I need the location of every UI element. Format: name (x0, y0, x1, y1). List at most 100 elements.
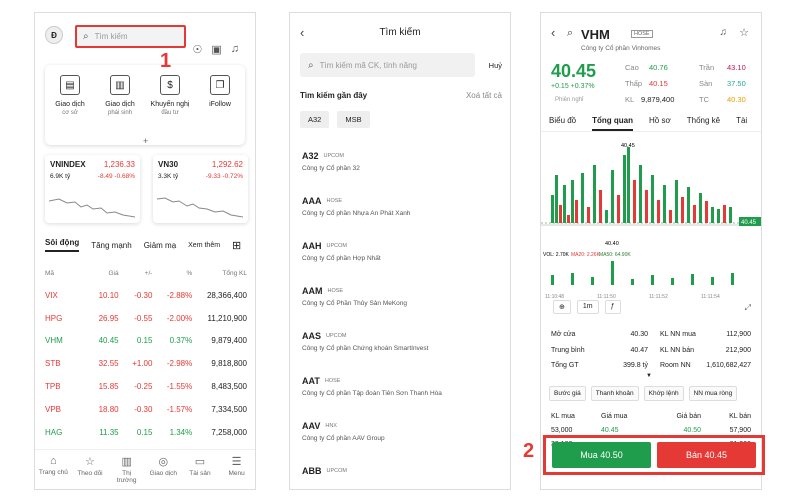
nav-home[interactable]: ⌂ Trang chủ (38, 455, 68, 476)
stock-volume: 11,210,900 (207, 313, 247, 323)
stock-percent: -1.55% (166, 382, 193, 392)
star-icon[interactable]: ☆ (739, 27, 749, 39)
candle (567, 215, 570, 223)
stock-percent: 0.37% (169, 336, 193, 346)
table-row[interactable]: VHM 40.45 0.15 0.37% 9,879,400 (45, 330, 247, 353)
candle (551, 195, 554, 223)
list-item[interactable]: ABB UPCOM (302, 466, 502, 489)
cancel-button[interactable]: Huỷ (488, 61, 502, 70)
candle (687, 187, 690, 223)
analysis-buttons: Bước giá Thanh khoản Khớp lệnh NN mua rò… (549, 386, 738, 401)
list-item[interactable]: AAH UPCOM Công ty Cổ phần Hợp Nhất (302, 241, 502, 286)
table-row[interactable]: TPB 15.85 -0.25 -1.55% 8,483,500 (45, 375, 247, 398)
recent-chip[interactable]: MSB (337, 111, 370, 128)
stock-change: 0.15 (136, 427, 153, 437)
candle (681, 197, 684, 223)
avatar[interactable]: Đ (45, 26, 63, 44)
chart-icon: ▥ (110, 75, 130, 95)
back-icon[interactable]: ‹ (300, 25, 305, 40)
trading-icon: ▤ (60, 75, 80, 95)
quick-base-trading[interactable]: ▤ Giao dịch cơ sở (48, 75, 92, 145)
search-input[interactable]: ⌕ Tìm kiếm mã CK, tính năng (300, 53, 475, 77)
trade-buttons: Mua 40.50 Bán 40.45 (543, 435, 765, 475)
index-card-vnindex[interactable]: VNINDEX 1,236.33 6.9K tỷ -8.49 -0.68% (45, 155, 140, 223)
index-sparkline (49, 198, 135, 218)
gift-icon[interactable]: ▣ (211, 44, 222, 56)
tab-hot[interactable]: Sôi động (45, 238, 80, 252)
stats-row: Tổng GT 399.8 tỷ Room NN 1,610,682,427 (551, 362, 751, 370)
quick-recommendation[interactable]: $ Khuyến nghị đầu tư (148, 75, 192, 145)
expand-plus[interactable]: + (143, 136, 149, 146)
table-row[interactable]: VPB 18.80 -0.30 -1.57% 7,334,500 (45, 398, 247, 421)
tab-more[interactable]: Tài (736, 116, 748, 125)
sell-button[interactable]: Bán 40.45 (657, 442, 756, 468)
stock-change: -0.55 (134, 313, 153, 323)
quick-derivative-trading[interactable]: ▥ Giao dịch phái sinh (98, 75, 142, 145)
home-icon: ⌂ (50, 455, 57, 467)
zoom-icon[interactable]: ⊕ (553, 300, 571, 314)
recent-chip[interactable]: A32 (300, 111, 330, 128)
buy-button[interactable]: Mua 40.50 (552, 442, 651, 468)
list-item[interactable]: AAT HOSE Công ty Cổ phần Tập đoàn Tiên Sơn… (302, 376, 502, 421)
time-label: 11:11:50 (597, 294, 616, 300)
search-icon[interactable]: ⌕ (567, 27, 574, 39)
candle (717, 209, 720, 223)
quick-ifollow[interactable]: ❐ iFollow (198, 75, 242, 145)
intraday-chart[interactable]: 40.45 40.40 40.45 VOL: 2.70K MA20: 2.26K… (541, 135, 762, 305)
list-item[interactable]: AAV HNX Công ty Cổ phần AAV Group (302, 421, 502, 466)
nav-market[interactable]: ▥ Thị trường (112, 455, 142, 489)
index-card-vn30[interactable]: VN30 1,292.62 3.3K tỷ -9.33 -0.72% (153, 155, 248, 223)
back-icon[interactable]: ‹ (551, 25, 556, 40)
price-step-button[interactable]: Bước giá (549, 386, 586, 401)
table-row[interactable]: HPG 26.95 -0.55 -2.00% 11,210,900 (45, 307, 247, 330)
chevron-down-icon[interactable]: ▼ (646, 373, 652, 379)
tab-overview[interactable]: Tổng quan (592, 116, 634, 131)
table-row[interactable]: STB 32.55 +1.00 -2.98% 9,818,800 (45, 352, 247, 375)
nav-watchlist[interactable]: ☆ Theo dõi (75, 455, 105, 489)
result-exchange: HOSE (327, 288, 344, 294)
nav-assets[interactable]: ▭ Tài sản (185, 455, 215, 489)
list-item[interactable]: AAS UPCOM Công ty Cổ phần Chứng khoán Smar… (302, 331, 502, 376)
stock-percent: -2.88% (166, 290, 193, 300)
list-item[interactable]: AAA HOSE Công ty Cổ phần Nhựa An Phát Xanh (302, 196, 502, 241)
nav-trade[interactable]: ◎ Giao dịch (149, 456, 178, 477)
expand-icon[interactable]: ⤢ (744, 303, 751, 312)
bell-icon[interactable]: ♫ (719, 27, 728, 38)
candle (555, 175, 558, 223)
see-more-link[interactable]: Xem thêm (188, 241, 221, 249)
tab-stats[interactable]: Thống kê (686, 116, 721, 125)
stats-row: Trung bình 40.47 KL NN bán 212,900 (551, 346, 751, 354)
floor-value: 37.50 (727, 79, 746, 88)
trade-icon: ◎ (158, 456, 169, 468)
indicator-icon[interactable]: ƒ (604, 300, 621, 314)
liquidity-button[interactable]: Thanh khoản (590, 386, 639, 401)
candle (581, 173, 584, 223)
foreign-net-button[interactable]: NN mua ròng (688, 386, 738, 401)
grid-icon[interactable]: ⊞ (232, 239, 242, 252)
result-exchange: UPCOM (326, 333, 347, 339)
interval-1m[interactable]: 1m (576, 300, 599, 314)
candle (711, 207, 714, 223)
result-code: AAV (302, 421, 321, 431)
result-company: Công ty Cổ phần Chứng khoán SmartInvest (302, 345, 429, 352)
chart-low-label: 40.40 (605, 241, 619, 247)
bell-icon[interactable]: ♫ (230, 43, 239, 55)
search-input[interactable]: ⌕ Tìm kiếm (75, 25, 186, 48)
tab-gainers[interactable]: Tăng mạnh (91, 240, 132, 250)
tab-losers[interactable]: Giảm mạ (143, 240, 177, 250)
home-screen: Đ ☉ ▣ ♫ ⌕ Tìm kiếm ▤ Giao dịch cơ sở ▥ Giao… (34, 12, 256, 490)
tab-profile[interactable]: Hồ sơ (649, 116, 671, 125)
tab-chart[interactable]: Biểu đồ (549, 116, 577, 125)
clear-all-link[interactable]: Xoá tất cả (465, 91, 502, 100)
matched-orders-button[interactable]: Khớp lệnh (643, 386, 684, 401)
list-item[interactable]: AAM HOSE Công ty Cổ Phần Thủy Sản MeKong (302, 286, 502, 331)
list-item[interactable]: A32 UPCOM Công ty Cổ phần 32 (302, 151, 502, 196)
table-row[interactable]: VIX 10.10 -0.30 -2.88% 28,366,400 (45, 284, 247, 307)
stock-percent: -2.98% (166, 359, 193, 369)
table-row[interactable]: HAG 11.35 0.15 1.34% 7,258,000 (45, 421, 247, 444)
nav-menu[interactable]: ☰ Menu (222, 455, 252, 489)
fingerprint-icon[interactable]: ☉ (192, 44, 203, 56)
menu-icon: ☰ (231, 456, 242, 468)
time-label: 11:11:52 (649, 294, 668, 300)
follow-icon: ❐ (210, 75, 230, 95)
